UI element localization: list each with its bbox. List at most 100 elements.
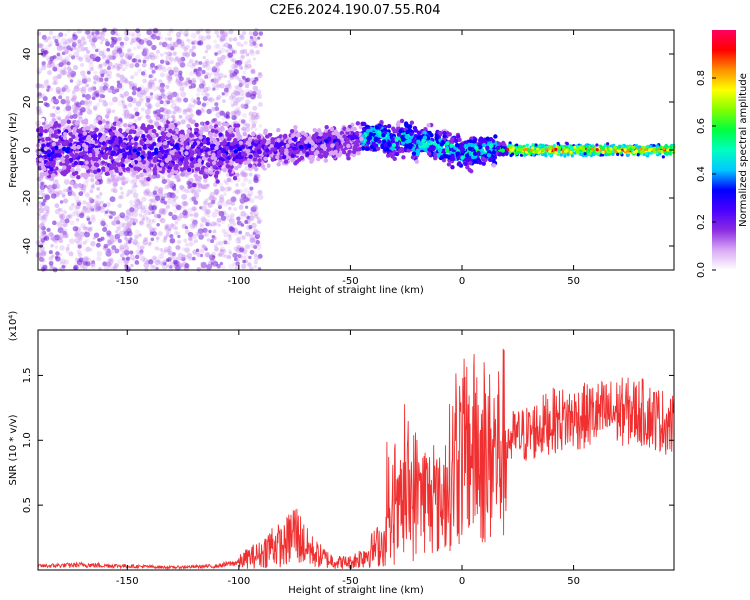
spectrogram-noise-cell bbox=[233, 69, 239, 75]
spectrogram-noise-cell bbox=[145, 222, 150, 227]
spectrogram-noise-cell bbox=[165, 204, 171, 209]
spectrogram-noise-cell bbox=[83, 100, 89, 106]
spectrogram-noise-cell bbox=[67, 73, 74, 80]
spectrogram-noise-cell bbox=[235, 106, 241, 111]
spectrogram-noise-cell bbox=[36, 70, 41, 75]
spectrogram-noise-cell bbox=[58, 32, 64, 38]
spectrogram-noise-cell bbox=[151, 205, 157, 211]
spectrogram-noise-cell bbox=[44, 194, 51, 201]
spectrogram-noise-cell bbox=[231, 58, 237, 63]
spectrogram-noise-cell bbox=[172, 44, 177, 49]
spectrogram-noise-cell bbox=[110, 265, 116, 271]
spectrogram-noise-cell bbox=[170, 254, 176, 260]
spectrogram-noise-cell bbox=[206, 183, 210, 187]
spectrogram-noise-cell bbox=[230, 92, 237, 98]
spectrogram-noise-cell bbox=[90, 184, 95, 190]
spectrogram-noise-cell bbox=[130, 75, 135, 80]
spectrogram-noise-cell bbox=[211, 66, 218, 73]
spectrogram-noise-cell bbox=[258, 124, 263, 128]
spectrogram-noise-cell bbox=[82, 181, 89, 188]
spectrogram-noise-cell bbox=[212, 182, 218, 187]
spectrogram-noise-cell bbox=[119, 79, 124, 84]
spectrogram-noise-cell bbox=[71, 191, 76, 197]
spectrogram-noise-cell bbox=[67, 37, 74, 43]
spectrogram-noise-cell bbox=[213, 71, 220, 77]
spectrogram-noise-cell bbox=[159, 64, 166, 70]
spectrogram-noise-cell bbox=[214, 52, 218, 56]
spectrogram-noise-cell bbox=[211, 65, 217, 71]
spectrogram-noise-cell bbox=[122, 93, 127, 98]
spectrogram-noise-cell bbox=[218, 194, 224, 200]
spectrogram-noise-cell bbox=[62, 231, 67, 236]
spectrogram-noise-cell bbox=[192, 79, 197, 84]
spectrogram-noise-cell bbox=[154, 264, 159, 269]
spectrogram-noise-cell bbox=[98, 63, 103, 68]
spectrogram-noise-cell bbox=[58, 95, 63, 100]
spectrogram-noise-cell bbox=[54, 234, 61, 241]
spectrogram-noise-cell bbox=[97, 36, 102, 40]
spectrogram-noise-cell bbox=[189, 177, 196, 184]
spectrogram-noise-cell bbox=[116, 36, 122, 42]
spectrogram-noise-cell bbox=[252, 204, 258, 210]
spectrogram-noise-cell bbox=[137, 68, 142, 73]
spectrogram-noise-cell bbox=[138, 213, 143, 217]
spectrogram-noise-cell bbox=[243, 187, 249, 194]
spectrogram-cell bbox=[314, 131, 319, 137]
spectrogram-noise-cell bbox=[196, 267, 201, 272]
spectrogram-noise-cell bbox=[58, 229, 64, 234]
spectrogram-noise-cell bbox=[246, 193, 252, 199]
spectrogram-noise-cell bbox=[112, 237, 117, 243]
spectrogram-noise-cell bbox=[129, 217, 135, 223]
spectrogram-noise-cell bbox=[86, 109, 93, 115]
spectrogram-noise-cell bbox=[208, 223, 212, 227]
spectrogram-noise-cell bbox=[145, 218, 151, 224]
spectrogram-noise-cell bbox=[148, 211, 152, 215]
spectrogram-noise-cell bbox=[250, 237, 256, 243]
spectrogram-noise-cell bbox=[152, 210, 156, 214]
spectrogram-noise-cell bbox=[80, 38, 87, 44]
spectrogram-noise-cell bbox=[184, 247, 190, 253]
spectrogram-noise-cell bbox=[95, 194, 100, 199]
spectrogram-noise-cell bbox=[62, 46, 67, 50]
spectrogram-noise-cell bbox=[243, 177, 248, 182]
spectrogram-noise-cell bbox=[71, 92, 77, 98]
spectrogram-noise-cell bbox=[138, 250, 144, 256]
spectrogram-noise-cell bbox=[223, 240, 228, 245]
spectrogram-noise-cell bbox=[184, 263, 190, 269]
spectrogram-noise-cell bbox=[142, 214, 146, 219]
spectrogram-noise-cell bbox=[53, 98, 60, 105]
spectrogram-noise-cell bbox=[82, 41, 87, 45]
spectrogram-noise-cell bbox=[245, 77, 251, 83]
spectrogram-noise-cell bbox=[39, 257, 45, 262]
spectrogram-noise-cell bbox=[205, 65, 212, 71]
spectrogram-noise-cell bbox=[82, 256, 89, 262]
spectrogram-noise-cell bbox=[191, 233, 197, 239]
spectrogram-noise-cell bbox=[257, 194, 264, 200]
spectrogram-noise-cell bbox=[162, 94, 168, 100]
spectrogram-noise-cell bbox=[140, 245, 145, 250]
spectrogram-noise-cell bbox=[169, 223, 175, 228]
spectrogram-noise-cell bbox=[127, 48, 132, 53]
spectrogram-noise-cell bbox=[63, 106, 69, 112]
spectrogram-noise-cell bbox=[251, 36, 258, 43]
spectrogram-noise-cell bbox=[133, 83, 138, 88]
spectrogram-noise-cell bbox=[210, 106, 215, 112]
spectrogram-noise-cell bbox=[208, 96, 215, 103]
spectrogram-noise-cell bbox=[196, 100, 202, 106]
spectrogram-noise-cell bbox=[228, 37, 233, 42]
spectrogram-noise-cell bbox=[165, 72, 171, 78]
spectrogram-noise-cell bbox=[175, 245, 181, 251]
spectrogram-noise-cell bbox=[65, 106, 72, 112]
spectrogram-noise-cell bbox=[144, 236, 149, 241]
spectrogram-noise-cell bbox=[156, 49, 161, 54]
spectrogram-noise-cell bbox=[82, 264, 88, 270]
spectrogram-cell bbox=[51, 113, 56, 118]
spectrogram-noise-cell bbox=[156, 96, 162, 102]
spectrogram-noise-cell bbox=[200, 215, 207, 222]
spectrogram-noise-cell bbox=[175, 55, 179, 59]
spectrogram-noise-cell bbox=[123, 114, 128, 119]
spectrogram-noise-cell bbox=[129, 179, 134, 184]
spectrogram-cell bbox=[534, 143, 538, 147]
spectrogram-noise-cell bbox=[189, 71, 194, 76]
